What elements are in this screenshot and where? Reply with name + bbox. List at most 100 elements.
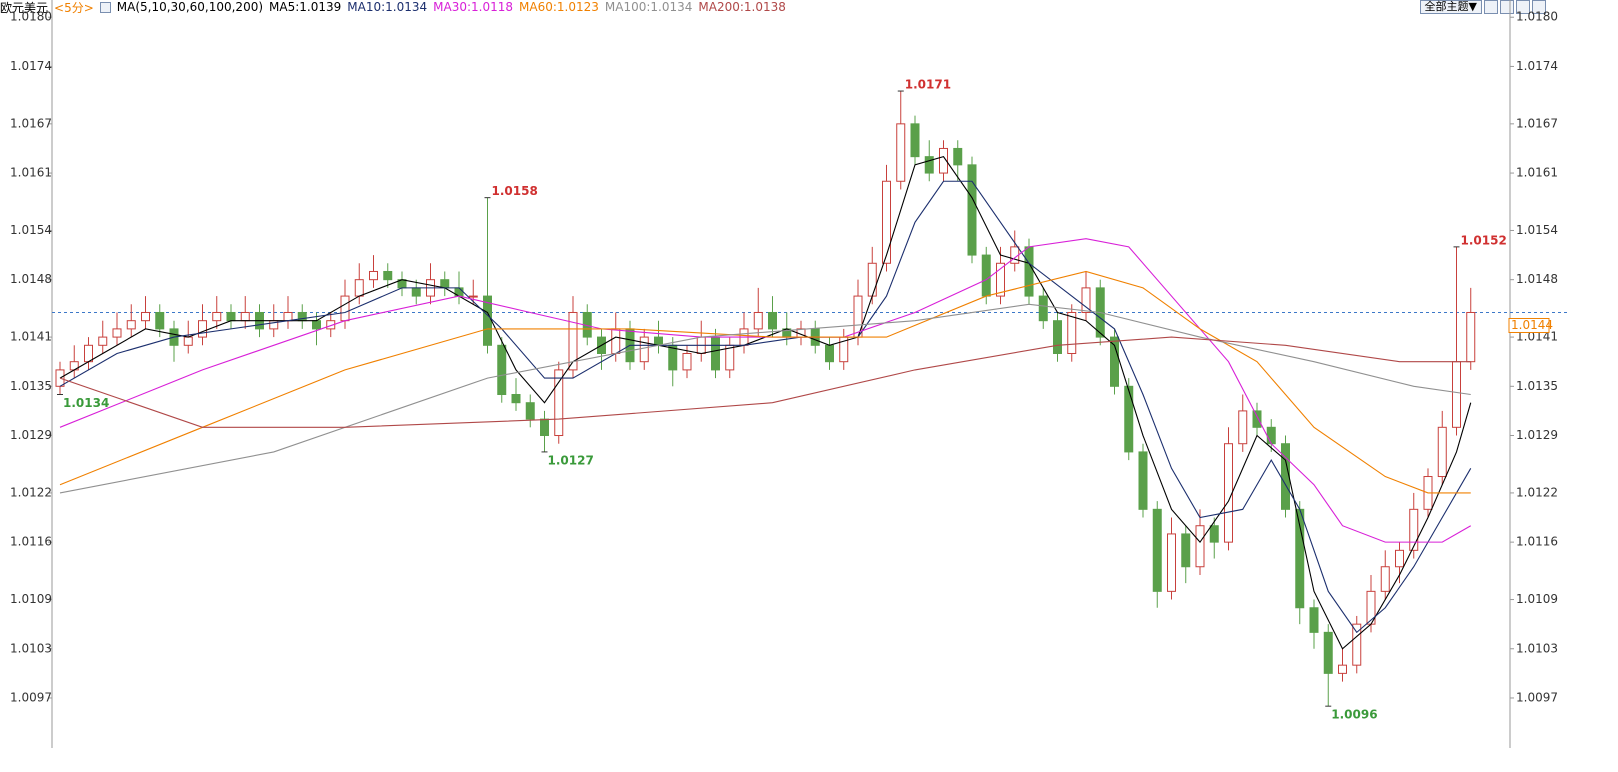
- candle-body: [312, 320, 321, 330]
- y-tick-label: 1.0141: [1516, 330, 1558, 344]
- low-label: 1.0134: [63, 396, 109, 410]
- ma-line: [59, 238, 1472, 543]
- candle-body: [155, 311, 165, 330]
- y-tick-label: 1.0116: [1516, 535, 1558, 549]
- candle-body: [1238, 410, 1248, 445]
- candle-body: [1038, 295, 1048, 322]
- candle-body: [711, 336, 720, 371]
- last-price-label: 1.0144: [1511, 318, 1553, 332]
- candle-body: [1266, 426, 1276, 445]
- last-price-box: [1508, 317, 1550, 333]
- candle-body: [896, 123, 906, 182]
- candle-body: [1352, 623, 1362, 666]
- legend-entry: MA60:1.0123: [519, 0, 599, 14]
- candle-body: [1309, 607, 1319, 633]
- high-label: 1.0152: [1461, 233, 1507, 247]
- candle-body: [240, 311, 250, 322]
- high-label: 1.0171: [905, 78, 951, 92]
- indicator-name: MA(5,10,30,60,100,200): [116, 0, 264, 14]
- candle-body: [939, 147, 948, 174]
- candle-body: [1209, 525, 1219, 543]
- period-selector[interactable]: <5分>: [54, 0, 94, 15]
- candle-body: [497, 344, 507, 396]
- y-tick-label: 1.0097: [1516, 690, 1558, 704]
- candle-body: [867, 262, 877, 297]
- candle-body: [1124, 385, 1134, 453]
- legend-entry: MA30:1.0118: [433, 0, 513, 14]
- candle-body: [411, 287, 421, 297]
- candle-body: [1053, 320, 1062, 354]
- candle-body: [198, 320, 207, 338]
- tool-icon[interactable]: [1532, 0, 1546, 14]
- candle-body: [1452, 361, 1461, 428]
- candle-body: [1323, 631, 1333, 674]
- ma-line: [59, 156, 1472, 650]
- candle-body: [383, 270, 393, 281]
- candle-body: [1281, 443, 1290, 510]
- tool-icon[interactable]: [1484, 0, 1498, 14]
- candle-body: [540, 418, 549, 437]
- candle-body: [1252, 410, 1262, 428]
- candle-body: [654, 336, 663, 346]
- candle-body: [98, 336, 108, 346]
- candle-body: [1167, 533, 1176, 592]
- y-tick-label: 1.0167: [10, 116, 52, 130]
- candle-body: [1138, 451, 1148, 510]
- candle-body: [910, 123, 920, 158]
- candle-body: [84, 344, 93, 363]
- y-tick-label: 1.0109: [1516, 592, 1558, 606]
- candle-body: [226, 311, 236, 322]
- candle-body: [126, 320, 136, 330]
- y-tick-label: 1.0129: [10, 428, 52, 442]
- candle-body: [996, 262, 1005, 297]
- y-tick-label: 1.0180: [10, 10, 52, 24]
- candle-body: [340, 295, 350, 322]
- low-label: 1.0127: [548, 453, 594, 467]
- candle-body: [1067, 311, 1077, 354]
- legend-entry: MA100:1.0134: [604, 0, 693, 14]
- ma-line: [59, 303, 1471, 494]
- candle-body: [1437, 426, 1447, 478]
- candle-body: [283, 311, 293, 322]
- legend-entry: MA200:1.0138: [698, 0, 786, 14]
- candle-body: [1466, 311, 1476, 363]
- candle-body: [768, 311, 777, 330]
- theme-button[interactable]: 全部主题▼: [1419, 0, 1482, 14]
- candle-body: [1224, 443, 1233, 543]
- candle-body: [554, 369, 564, 437]
- candle-body: [112, 328, 122, 338]
- ma-line: [59, 336, 1471, 428]
- low-label: 1.0096: [1331, 708, 1377, 722]
- y-tick-label: 1.0154: [1516, 223, 1558, 237]
- candle-body: [953, 147, 963, 166]
- candle-body: [525, 402, 535, 420]
- candle-body: [183, 336, 193, 346]
- candle-body: [369, 270, 378, 281]
- candle-body: [1195, 525, 1205, 568]
- candle-body: [882, 180, 891, 264]
- candle-body: [1181, 533, 1191, 568]
- candle-body: [611, 328, 621, 354]
- y-tick-label: 1.0174: [1516, 59, 1558, 73]
- candle-body: [639, 336, 649, 363]
- candle-body: [1152, 508, 1162, 592]
- indicator-icon[interactable]: [99, 1, 111, 13]
- y-tick-label: 1.0167: [1516, 116, 1558, 130]
- candle-body: [825, 344, 834, 363]
- toolbar: 全部主题▼: [1419, 0, 1546, 14]
- candle-body: [1024, 246, 1034, 297]
- y-tick-label: 1.0103: [10, 641, 52, 655]
- y-tick-label: 1.0109: [10, 592, 52, 606]
- tool-icon[interactable]: [1516, 0, 1530, 14]
- candle-body: [568, 311, 578, 371]
- candle-body: [1409, 508, 1419, 551]
- y-tick-label: 1.0122: [1516, 485, 1558, 499]
- candle-body: [141, 311, 150, 322]
- y-tick-label: 1.0148: [10, 272, 52, 286]
- candle-body: [682, 352, 692, 371]
- candle-body: [468, 295, 478, 298]
- y-tick-label: 1.0122: [10, 485, 52, 499]
- y-tick-label: 1.0180: [1516, 10, 1558, 24]
- candle-body: [1338, 664, 1347, 674]
